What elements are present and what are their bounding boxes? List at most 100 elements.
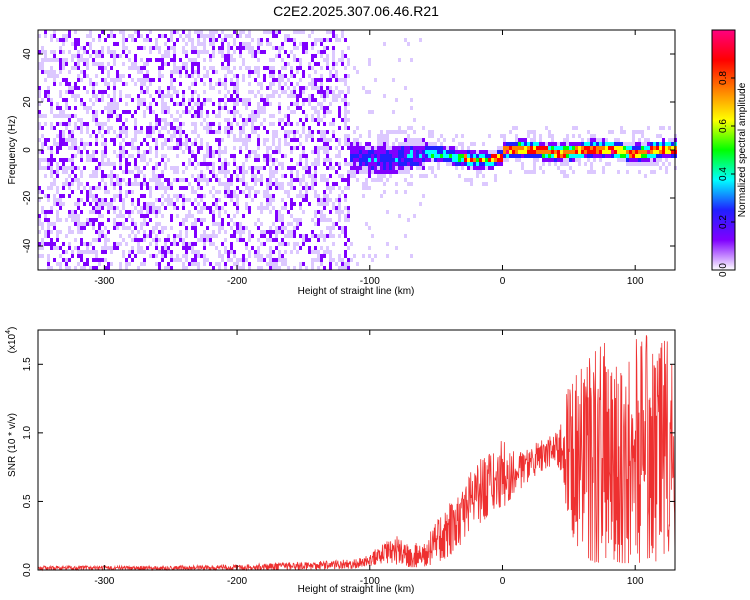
spectrogram-cell: [290, 66, 293, 70]
spectrogram-cell: [332, 118, 335, 122]
spectrogram-cell: [254, 166, 257, 170]
spectrogram-cell: [206, 34, 209, 38]
spectrogram-cell: [47, 230, 50, 234]
spectrogram-cell: [350, 154, 353, 158]
spectrogram-cell: [383, 182, 386, 186]
spectrogram-cell: [119, 130, 122, 134]
spectrogram-cell: [98, 262, 101, 266]
spectrogram-cell: [47, 30, 50, 34]
spectrogram-cell: [173, 166, 176, 170]
spectrogram-cell: [56, 238, 59, 242]
spectrogram-cell: [239, 86, 242, 90]
spectrogram-cell: [143, 230, 146, 234]
spectrogram-cell: [521, 166, 524, 170]
spectrogram-cell: [110, 110, 113, 114]
spectrogram-cell: [359, 146, 362, 150]
spectrogram-cell: [659, 142, 662, 146]
spectrogram-cell: [200, 222, 203, 226]
spectrogram-cell: [647, 142, 650, 146]
spectrogram-cell: [473, 166, 476, 170]
spectrogram-cell: [149, 94, 152, 98]
spectrogram-cell: [293, 138, 296, 142]
spectrogram-cell: [74, 210, 77, 214]
spectrogram-cell: [53, 158, 56, 162]
spectrogram-cell: [284, 190, 287, 194]
spectrogram-cell: [383, 134, 386, 138]
spectrogram-cell: [185, 230, 188, 234]
spectrogram-cell: [395, 190, 398, 194]
spectrogram-cell: [107, 158, 110, 162]
spectrogram-cell: [128, 34, 131, 38]
spectrogram-cell: [185, 246, 188, 250]
spectrogram-cell: [278, 226, 281, 230]
spectrogram-cell: [398, 142, 401, 146]
colorbar-label: Normalized spectral amplitude: [737, 82, 748, 217]
spectrogram-cell: [209, 154, 212, 158]
spectrogram-cell: [227, 162, 230, 166]
spectrogram-cell: [308, 158, 311, 162]
spectrogram-cell: [179, 66, 182, 70]
spectrogram-cell: [311, 162, 314, 166]
spectrogram-cell: [98, 218, 101, 222]
spectrogram-cell: [158, 134, 161, 138]
spectrogram-cell: [122, 130, 125, 134]
spectrogram-cell: [410, 174, 413, 178]
spectrogram-cell: [377, 138, 380, 142]
spectrogram-cell: [371, 234, 374, 238]
spectrogram-cell: [140, 66, 143, 70]
spectrogram-cell: [41, 134, 44, 138]
spectrogram-cell: [266, 254, 269, 258]
spectrogram-cell: [518, 150, 521, 154]
spectrogram-cell: [137, 98, 140, 102]
spectrogram-cell: [119, 222, 122, 226]
spectrogram-cell: [83, 226, 86, 230]
spectrogram-cell: [101, 198, 104, 202]
spectrogram-cell: [44, 122, 47, 126]
spectrogram-cell: [185, 234, 188, 238]
spectrogram-cell: [59, 94, 62, 98]
spectrogram-cell: [557, 142, 560, 146]
spectrogram-cell: [98, 222, 101, 226]
spectrogram-cell: [218, 62, 221, 66]
spectrogram-cell: [287, 38, 290, 42]
spectrogram-cell: [104, 186, 107, 190]
spectrogram-cell: [242, 266, 245, 270]
spectrogram-cell: [353, 174, 356, 178]
spectrogram-cell: [404, 166, 407, 170]
spectrogram-cell: [209, 62, 212, 66]
spectrogram-cell: [224, 106, 227, 110]
spectrogram-cell: [269, 166, 272, 170]
spectrogram-cell: [143, 218, 146, 222]
spectrogram-cell: [74, 114, 77, 118]
spectrogram-cell: [608, 146, 611, 150]
spectrogram-cell: [161, 78, 164, 82]
spectrogram-cell: [311, 254, 314, 258]
spectrogram-cell: [287, 54, 290, 58]
spectrogram-cell: [191, 162, 194, 166]
spectrogram-cell: [338, 218, 341, 222]
spectrogram-cell: [194, 254, 197, 258]
spectrogram-cell: [224, 170, 227, 174]
spectrogram-cell: [392, 154, 395, 158]
spectrogram-cell: [146, 50, 149, 54]
spectrogram-cell: [311, 258, 314, 262]
spectrogram-cell: [323, 50, 326, 54]
spectrogram-cell: [662, 150, 665, 154]
spectrogram-cell: [254, 250, 257, 254]
spectrogram-cell: [236, 178, 239, 182]
spectrogram-cell: [422, 174, 425, 178]
spectrogram-cell: [86, 250, 89, 254]
spectrogram-cell: [188, 162, 191, 166]
spectrogram-cell: [140, 82, 143, 86]
spectrogram-cell: [176, 114, 179, 118]
spectrogram-cell: [263, 242, 266, 246]
spectrogram-cell: [110, 226, 113, 230]
spectrogram-cell: [299, 178, 302, 182]
spectrogram-cell: [101, 78, 104, 82]
spectrogram-cell: [332, 186, 335, 190]
spectrogram-cell: [623, 158, 626, 162]
spectrogram-cell: [488, 142, 491, 146]
spectrogram-cell: [521, 154, 524, 158]
spectrogram-cell: [290, 50, 293, 54]
spectrogram-cell: [338, 114, 341, 118]
